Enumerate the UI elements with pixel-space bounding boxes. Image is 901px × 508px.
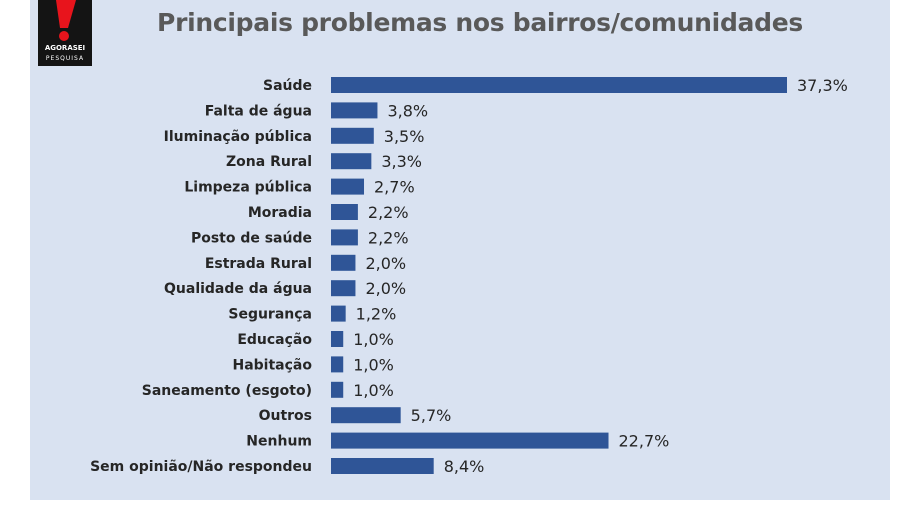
bar — [331, 254, 356, 271]
bar — [331, 331, 344, 347]
logo-subtitle: PESQUISA — [45, 55, 85, 62]
category-label: Posto de saúde — [191, 230, 312, 246]
value-label: 2,2% — [368, 228, 409, 247]
bar — [331, 458, 434, 474]
bar — [331, 102, 378, 119]
logo-name: AGORASEI — [44, 44, 86, 52]
chart-title: Principais problemas nos bairros/comunid… — [157, 8, 803, 37]
value-label: 3,8% — [387, 101, 428, 120]
value-label: 2,0% — [365, 279, 406, 298]
bar — [331, 127, 374, 144]
bar — [331, 229, 358, 246]
agorasei-logo: AGORASEI PESQUISA — [38, 0, 92, 66]
category-label: Saneamento (esgoto) — [142, 383, 312, 399]
value-label: 1,0% — [353, 381, 394, 400]
category-label: Outros — [259, 408, 312, 424]
bar — [331, 178, 365, 195]
value-label: 8,4% — [444, 457, 485, 476]
category-label: Segurança — [228, 307, 312, 323]
bar — [331, 356, 344, 373]
value-label: 1,0% — [353, 330, 394, 349]
category-label: Falta de água — [205, 103, 312, 119]
category-label: Zona Rural — [226, 154, 312, 170]
category-label: Habitação — [233, 357, 313, 373]
value-label: 3,5% — [384, 127, 425, 146]
category-label: Estrada Rural — [205, 256, 312, 272]
category-label: Educação — [237, 332, 312, 348]
category-label: Sem opinião/Não respondeu — [90, 459, 312, 475]
category-label: Qualidade da água — [164, 281, 312, 297]
value-label: 2,2% — [368, 203, 409, 222]
value-label: 22,7% — [619, 432, 670, 451]
category-label: Iluminação pública — [164, 129, 312, 145]
bar — [331, 407, 401, 424]
bar — [331, 432, 609, 449]
exclamation-icon — [56, 0, 76, 41]
bar — [331, 204, 358, 220]
bar — [331, 153, 372, 170]
bar — [331, 381, 344, 398]
bar — [331, 77, 787, 93]
value-label: 2,7% — [374, 178, 415, 197]
value-label: 3,3% — [381, 152, 422, 171]
value-label: 1,2% — [356, 305, 397, 324]
bar — [331, 280, 356, 297]
category-label: Nenhum — [246, 434, 312, 450]
category-label: Limpeza pública — [184, 180, 312, 196]
category-label: Moradia — [248, 205, 312, 221]
value-label: 1,0% — [353, 355, 394, 374]
value-label: 2,0% — [365, 254, 406, 273]
value-label: 5,7% — [411, 406, 452, 425]
bar — [331, 305, 346, 322]
category-label: Saúde — [263, 78, 312, 94]
value-label: 37,3% — [797, 76, 848, 95]
